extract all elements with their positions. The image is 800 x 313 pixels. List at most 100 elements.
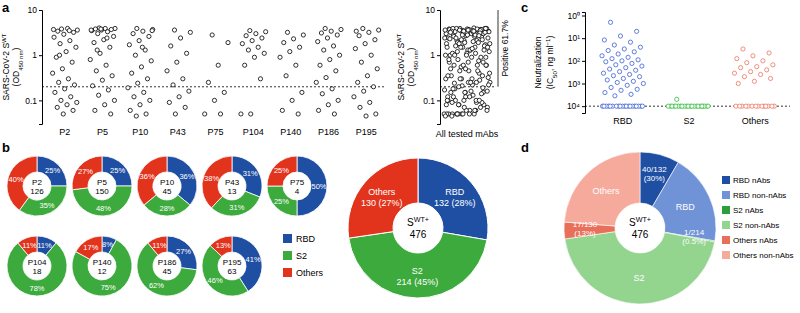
legend-swatch <box>722 236 730 244</box>
point <box>320 92 324 96</box>
point <box>331 44 335 48</box>
point <box>100 78 104 82</box>
point <box>68 39 72 43</box>
pie-center: SWT+ <box>407 215 429 229</box>
point <box>104 63 108 67</box>
point <box>460 33 464 37</box>
point <box>51 71 55 75</box>
pie-name: P5 <box>97 178 107 187</box>
group-label: S2 <box>634 273 645 283</box>
tick-label: P75 <box>207 127 223 137</box>
point <box>181 77 185 81</box>
slice <box>348 158 418 238</box>
point <box>335 33 339 37</box>
tick-label: 10² <box>568 56 580 66</box>
pie-total: 476 <box>410 229 427 240</box>
point <box>134 114 138 118</box>
point <box>454 36 458 40</box>
data-label: 1/214(0.5%) <box>682 228 706 247</box>
slice <box>565 232 715 304</box>
point <box>96 32 100 36</box>
point <box>369 53 373 57</box>
point <box>456 57 460 61</box>
point <box>609 85 613 89</box>
axis-title: (OD450 nm) <box>11 47 24 86</box>
point <box>453 53 457 57</box>
point <box>326 103 330 107</box>
point <box>474 80 478 84</box>
point <box>457 28 461 32</box>
point <box>140 45 144 49</box>
plot-area <box>42 26 385 118</box>
annotation: Positive 61.7% <box>500 20 510 77</box>
y-axis: 0.1110 <box>25 5 42 124</box>
data-label: 25% <box>274 197 289 206</box>
point <box>770 104 774 108</box>
text-part: (0.5%) <box>682 237 706 246</box>
y-axis: 0.1110 <box>423 5 440 124</box>
text-part: SARS-CoV-2 S <box>396 43 406 101</box>
tick-label: 10⁴ <box>567 101 580 111</box>
point <box>252 55 256 59</box>
point <box>364 114 368 118</box>
point <box>459 45 463 49</box>
point <box>149 59 153 63</box>
point <box>742 75 746 79</box>
point <box>458 69 462 73</box>
pie-name: P43 <box>225 178 240 187</box>
point <box>109 112 113 116</box>
point <box>470 55 474 59</box>
point <box>165 69 169 73</box>
point <box>765 68 769 72</box>
tick-mark <box>582 84 585 85</box>
point <box>368 100 372 104</box>
point <box>328 57 332 61</box>
point <box>754 104 758 108</box>
point <box>680 104 684 108</box>
tick-mark <box>582 38 585 39</box>
data-label: 46% <box>208 276 223 285</box>
tick-label: 1 <box>430 50 435 60</box>
data-label: 75% <box>101 283 116 292</box>
legend: RBDS2Others <box>283 234 324 278</box>
point <box>72 83 76 87</box>
point <box>375 67 379 71</box>
point <box>442 88 446 92</box>
point <box>615 80 619 84</box>
point <box>748 70 752 74</box>
point <box>739 66 743 70</box>
point <box>755 65 759 69</box>
tick-mark <box>437 100 440 101</box>
point <box>736 81 740 85</box>
point <box>60 67 64 71</box>
point <box>51 27 55 31</box>
point <box>738 104 742 108</box>
bracket <box>498 10 499 87</box>
axis-line <box>437 11 441 125</box>
point <box>105 36 109 40</box>
point <box>145 77 149 81</box>
slice <box>267 186 297 216</box>
figure: a0.1110P2P5P10P43P75P104P140P186P195SARS… <box>0 0 800 313</box>
pie-name: P75 <box>290 178 305 187</box>
pie: RBD132 (28%)S2214 (45%)Others130 (27%)SW… <box>348 158 488 298</box>
point <box>147 34 151 38</box>
data-label: 50% <box>311 182 326 191</box>
data-label: 48% <box>96 204 111 213</box>
point <box>462 98 466 102</box>
point <box>296 112 300 116</box>
point <box>464 53 468 57</box>
pie: 50%25%25%P754 <box>267 156 327 216</box>
data-label: 11% <box>22 241 37 250</box>
tick-mark <box>582 61 585 62</box>
tick-mark <box>582 16 585 17</box>
tick-label: P186 <box>318 127 339 137</box>
x-label: All tested mAbs <box>436 129 499 139</box>
point <box>324 75 328 79</box>
text-part: 1/214 <box>684 228 705 237</box>
point <box>469 89 473 93</box>
point <box>371 85 375 89</box>
point <box>74 45 78 49</box>
point <box>485 89 489 93</box>
pie: 36%28%36%P1045 <box>137 156 197 216</box>
